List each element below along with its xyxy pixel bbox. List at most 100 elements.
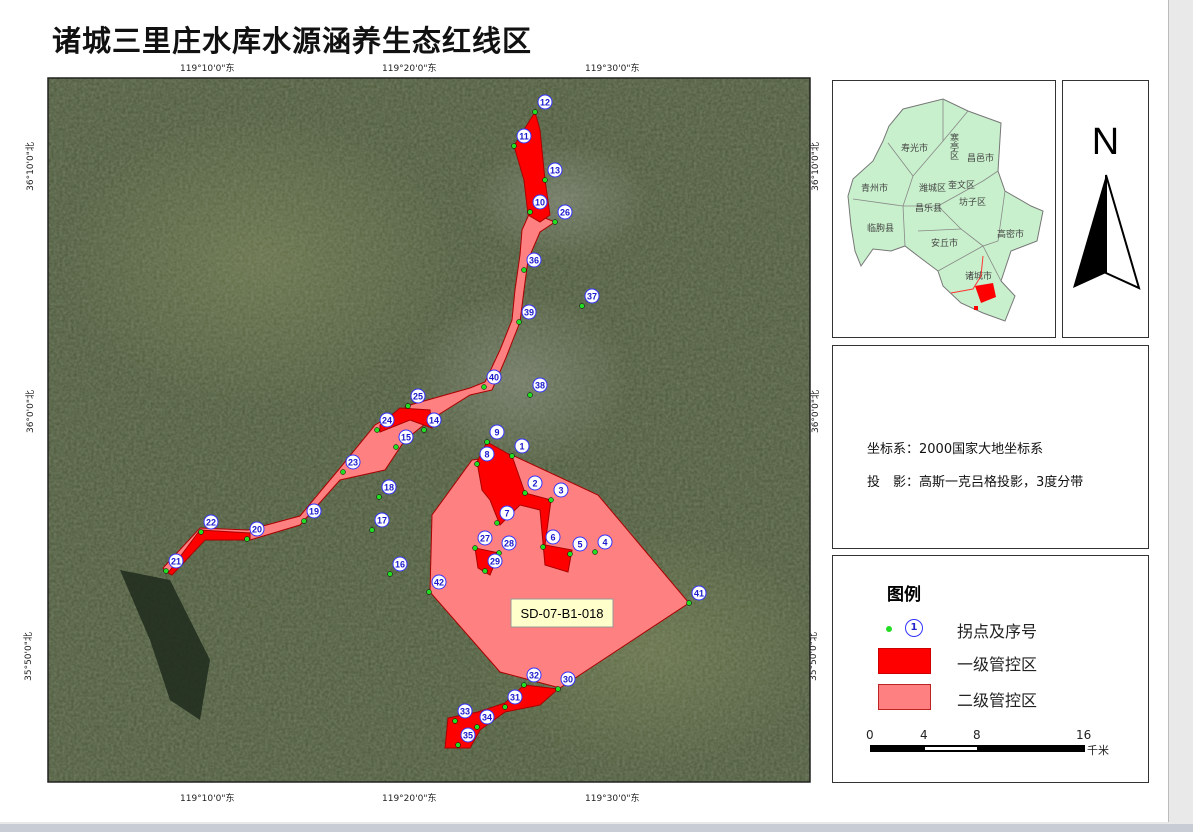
vertex-point-4[interactable]: 4 xyxy=(592,534,613,555)
vertex-dot xyxy=(421,427,427,433)
vertex-point-14[interactable]: 14 xyxy=(421,412,442,433)
vertex-point-40[interactable]: 40 xyxy=(481,369,502,390)
vertex-number: 31 xyxy=(510,693,520,703)
point-number-icon: 1 xyxy=(905,619,923,637)
vertex-number: 20 xyxy=(252,525,262,535)
zone-code-label: SD-07-B1-018 xyxy=(520,606,603,621)
vertex-dot xyxy=(527,209,533,215)
vertex-dot xyxy=(426,589,432,595)
vertex-dot xyxy=(481,384,487,390)
vertex-point-39[interactable]: 39 xyxy=(516,304,537,325)
vertex-label-ring xyxy=(532,194,548,210)
vertex-label-ring xyxy=(489,424,505,440)
vertex-point-11[interactable]: 11 xyxy=(511,128,532,149)
vertex-dot xyxy=(244,536,250,542)
vertex-point-35[interactable]: 35 xyxy=(455,727,476,748)
vertex-dot xyxy=(579,303,585,309)
vertex-dot xyxy=(387,571,393,577)
vertex-point-3[interactable]: 3 xyxy=(548,482,569,503)
vertex-point-41[interactable]: 41 xyxy=(686,585,707,606)
secondary-zone-swatch xyxy=(878,684,931,710)
vertex-point-30[interactable]: 30 xyxy=(555,671,576,692)
vertex-label-ring xyxy=(547,162,563,178)
vertex-point-38[interactable]: 38 xyxy=(527,377,548,398)
vertex-label-ring xyxy=(477,530,493,546)
main-map[interactable]: 1234567891011121314151617181920212223242… xyxy=(0,0,1168,822)
lon-label-bottom: 119°10'0"东 xyxy=(180,794,235,804)
vertex-label-ring xyxy=(410,388,426,404)
vertex-point-16[interactable]: 16 xyxy=(387,556,408,577)
north-arrow-box: N xyxy=(1062,80,1149,338)
vertex-point-12[interactable]: 12 xyxy=(532,94,553,115)
point-dot-icon xyxy=(886,626,892,632)
vertex-number: 6 xyxy=(550,533,555,543)
svg-text:寿光市 昌邑市 青州市: 寿光市 昌邑市 青州市 潍城区 奎文区 坊子区 昌乐县 临朐县 安丘市 高密市 … xyxy=(861,142,1027,282)
vertex-number: 10 xyxy=(535,198,545,208)
reservoir-water xyxy=(120,570,210,720)
vertex-number: 42 xyxy=(434,578,444,588)
vertex-label-ring xyxy=(431,574,447,590)
vertex-point-15[interactable]: 15 xyxy=(393,429,414,450)
vertex-point-37[interactable]: 37 xyxy=(579,288,600,309)
vertex-point-18[interactable]: 18 xyxy=(376,479,397,500)
vertex-label-ring xyxy=(560,671,576,687)
vertex-point-33[interactable]: 33 xyxy=(452,703,473,724)
crs-text: 坐标系：2000国家大地坐标系 xyxy=(867,442,1044,457)
vertex-number: 19 xyxy=(309,507,319,517)
vertex-number: 12 xyxy=(540,98,550,108)
north-arrow-icon xyxy=(1073,174,1141,290)
vertex-point-22[interactable]: 22 xyxy=(198,514,219,535)
vertex-point-13[interactable]: 13 xyxy=(542,162,563,183)
vertex-number: 14 xyxy=(429,416,439,426)
vertex-point-36[interactable]: 36 xyxy=(521,252,542,273)
vertex-dot xyxy=(521,682,527,688)
vertex-label-ring xyxy=(557,204,573,220)
vertex-number: 21 xyxy=(171,557,181,567)
vertex-point-26[interactable]: 26 xyxy=(552,204,573,225)
vertex-point-23[interactable]: 23 xyxy=(340,454,361,475)
vertex-number: 15 xyxy=(401,433,411,443)
vertex-point-29[interactable]: 29 xyxy=(482,553,503,574)
vertex-label-ring xyxy=(501,535,517,551)
vertex-point-34[interactable]: 34 xyxy=(474,709,495,730)
vertex-point-32[interactable]: 32 xyxy=(521,667,542,688)
vertex-dot xyxy=(393,444,399,450)
lon-label-bottom: 119°20'0"东 xyxy=(382,794,437,804)
vertex-label-ring xyxy=(398,429,414,445)
vertex-label-ring xyxy=(545,529,561,545)
vertex-point-10[interactable]: 10 xyxy=(527,194,548,215)
vertex-number: 22 xyxy=(206,518,216,528)
vertex-point-7[interactable]: 7 xyxy=(494,505,515,526)
vertex-point-31[interactable]: 31 xyxy=(502,689,523,710)
vertex-dot xyxy=(452,718,458,724)
scale-tick: 0 xyxy=(866,728,874,742)
vertex-point-21[interactable]: 21 xyxy=(163,553,184,574)
vertex-number: 28 xyxy=(504,539,514,549)
vertex-dot xyxy=(482,568,488,574)
vertex-label-ring xyxy=(479,709,495,725)
vertex-point-20[interactable]: 20 xyxy=(244,521,265,542)
vertex-point-5[interactable]: 5 xyxy=(567,536,588,557)
vertex-point-27[interactable]: 27 xyxy=(472,530,493,551)
vertex-point-2[interactable]: 2 xyxy=(522,475,543,496)
vertex-point-9[interactable]: 9 xyxy=(484,424,505,445)
inset-zone-highlight xyxy=(975,283,996,303)
vertex-dot xyxy=(542,177,548,183)
vertex-label-ring xyxy=(597,534,613,550)
vertex-point-8[interactable]: 8 xyxy=(474,446,495,467)
primary-zone-swatch xyxy=(878,648,931,674)
vertex-number: 29 xyxy=(490,557,500,567)
vertex-point-1[interactable]: 1 xyxy=(509,438,530,459)
region-label: 高密市 xyxy=(997,228,1024,240)
vertex-point-24[interactable]: 24 xyxy=(374,412,395,433)
vertex-number: 18 xyxy=(384,483,394,493)
projection-text: 投 影：高斯一克吕格投影，3度分带 xyxy=(867,475,1084,490)
vertex-point-17[interactable]: 17 xyxy=(369,512,390,533)
vertex-label-ring xyxy=(249,521,265,537)
vertex-point-19[interactable]: 19 xyxy=(301,503,322,524)
vertex-point-42[interactable]: 42 xyxy=(426,574,447,595)
vertex-label-ring xyxy=(392,556,408,572)
vertex-point-25[interactable]: 25 xyxy=(405,388,426,409)
vertex-number: 34 xyxy=(482,713,492,723)
vertex-point-6[interactable]: 6 xyxy=(540,529,561,550)
